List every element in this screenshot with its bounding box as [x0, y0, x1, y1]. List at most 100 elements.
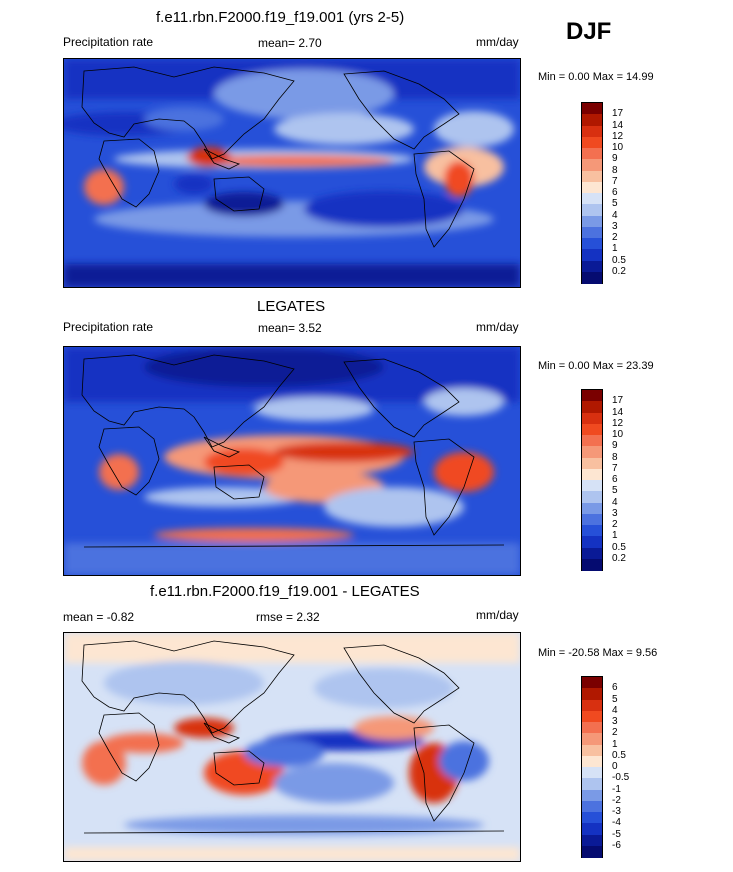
- panel-3-units-label: mm/day: [476, 608, 519, 622]
- panel-2-colorbar-swatch: [582, 525, 602, 537]
- panel-1-colorbar-swatch: [582, 136, 602, 149]
- panel-2-colorbar-swatch: [582, 390, 602, 402]
- panel-2-colorbar-label: 1: [612, 530, 618, 542]
- panel-1-title: f.e11.rbn.F2000.f19_f19.001 (yrs 2-5): [156, 9, 405, 26]
- panel-3-colorbar-swatch: [582, 834, 602, 847]
- panel-2-colorbar-swatch: [582, 480, 602, 492]
- panel-3-colorbar-label: 1: [612, 738, 618, 750]
- panel-2-colorbar-swatch: [582, 401, 602, 413]
- panel-1-colorbar-label: 17: [612, 108, 624, 120]
- panel-3-colorbar-swatch: [582, 699, 602, 712]
- panel-2-colorbar-swatch: [582, 468, 602, 481]
- panel-3-colorbar-swatch: [582, 845, 602, 858]
- panel-1-mean-label: mean= 2.70: [258, 36, 322, 50]
- season-label: DJF: [566, 18, 612, 45]
- panel-2-colorbar-swatch: [582, 435, 602, 447]
- panel-3-colorbar-swatch: [582, 767, 602, 779]
- panel-1-colorbar-swatch: [582, 193, 602, 205]
- panel-3-colorbar: 6 5 4 3 2 1 0.5 0 -0.5 -1 -2 -3 -4 -5 -6: [581, 676, 629, 858]
- panel-2-colorbar-swatch: [582, 412, 602, 425]
- panel-3-coastlines: [81, 640, 505, 834]
- panel-1-colorbar-swatch: [582, 215, 602, 228]
- panel-1-colorbar-label: 2: [612, 232, 618, 243]
- panel-2-colorbar-swatch: [582, 536, 602, 548]
- panel-2-colorbar-label: 10: [612, 429, 624, 440]
- panel-1-colorbar-label: 12: [612, 130, 624, 142]
- panel-3-minmax-label: Min = -20.58 Max = 9.56: [538, 647, 658, 659]
- panel-2-colorbar-swatch: [582, 502, 602, 515]
- panel-3-field: [64, 633, 520, 861]
- panel-1-colorbar-label: 10: [612, 142, 624, 153]
- panel-1-colorbar-swatch: [582, 249, 602, 261]
- panel-3-colorbar-label: -4: [612, 817, 621, 829]
- panel-2-coastlines: [81, 354, 505, 548]
- panel-3-colorbar-label: -2: [612, 794, 621, 806]
- panel-1-colorbar-swatch: [582, 148, 602, 160]
- panel-1-colorbar-swatch: [582, 181, 602, 194]
- panel-2-colorbar-label: 5: [612, 485, 618, 497]
- panel-1-variable-label: Precipitation rate: [63, 35, 154, 49]
- panel-3-colorbar-swatch: [582, 755, 602, 768]
- panel-3-colorbar-swatch: [582, 778, 602, 790]
- panel-3-colorbar-label: -3: [612, 806, 621, 817]
- panel-3-title: f.e11.rbn.F2000.f19_f19.001 - LEGATES: [150, 583, 420, 600]
- panel-2-variable-label: Precipitation rate: [63, 320, 154, 334]
- panel-3-colorbar-label: 6: [612, 682, 618, 694]
- panel-2-field: [64, 347, 520, 575]
- panel-2-colorbar-swatch: [582, 457, 602, 470]
- panel-3-colorbar-swatch: [582, 677, 602, 689]
- panel-3-colorbar-label: 0: [612, 761, 618, 772]
- panel-3-mean-label: mean = -0.82: [63, 610, 135, 624]
- panel-1-map: [63, 58, 521, 288]
- panel-1-colorbar-label: 3: [612, 220, 618, 232]
- panel-2-colorbar-swatch: [582, 491, 602, 503]
- panel-3-colorbar-swatch: [582, 823, 602, 835]
- panel-3-colorbar-label: -0.5: [612, 772, 630, 784]
- panel-2-colorbar-swatch: [582, 558, 602, 571]
- panel-2-colorbar-label: 14: [612, 406, 624, 418]
- panel-1-colorbar-label: 14: [612, 119, 624, 131]
- panel-3-colorbar-swatch: [582, 733, 602, 745]
- panel-2-colorbar-label: 4: [612, 496, 618, 508]
- panel-2-colorbar-swatch: [582, 446, 602, 458]
- panel-3-colorbar-label: 3: [612, 716, 618, 727]
- panel-1-colorbar-swatch: [582, 125, 602, 138]
- panel-1-colorbar-swatch: [582, 238, 602, 250]
- panel-1-colorbar-swatch: [582, 103, 602, 115]
- panel-3-colorbar-label: -1: [612, 783, 621, 795]
- panel-3-colorbar-label: 0.5: [612, 749, 626, 761]
- panel-3-colorbar-label: 2: [612, 727, 618, 739]
- panel-3-colorbar-label: -5: [612, 828, 621, 840]
- panel-2-colorbar-label: 6: [612, 474, 618, 485]
- panel-2-colorbar-swatch: [582, 423, 602, 436]
- panel-3-colorbar-swatch: [582, 800, 602, 813]
- panel-2-colorbar-label: 0.2: [612, 552, 626, 564]
- panel-1-colorbar-swatch: [582, 170, 602, 183]
- panel-1-colorbar-label: 0.2: [612, 265, 626, 277]
- panel-3-colorbar-label: 5: [612, 693, 618, 705]
- panel-2-colorbar-swatch: [582, 513, 602, 526]
- panel-1-colorbar-swatch: [582, 204, 602, 216]
- panel-2-colorbar-label: 17: [612, 395, 624, 407]
- panel-2-colorbar-label: 3: [612, 507, 618, 519]
- panel-3-colorbar-label: 4: [612, 704, 618, 716]
- panel-1-coastlines: [81, 66, 475, 248]
- panel-3-colorbar-swatch: [582, 812, 602, 824]
- panel-1-colorbar-label: 1: [612, 243, 618, 255]
- panel-3-colorbar-swatch: [582, 789, 602, 802]
- panel-1-colorbar-swatch: [582, 226, 602, 239]
- panel-1-colorbar-swatch: [582, 114, 602, 126]
- panel-2-colorbar-swatch: [582, 547, 602, 560]
- panel-2-mean-label: mean= 3.52: [258, 321, 322, 335]
- panel-2-units-label: mm/day: [476, 320, 519, 334]
- panel-2-colorbar-label: 7: [612, 462, 618, 474]
- panel-2-colorbar-label: 0.5: [612, 541, 626, 553]
- panel-1-colorbar-label: 4: [612, 209, 618, 221]
- panel-3-colorbar-swatch: [582, 744, 602, 757]
- panel-2-colorbar-label: 9: [612, 440, 618, 452]
- panel-2-colorbar-label: 2: [612, 519, 618, 530]
- panel-1-colorbar-label: 6: [612, 187, 618, 198]
- panel-3-colorbar-swatch: [582, 710, 602, 723]
- panel-1-colorbar-label: 7: [612, 175, 618, 187]
- panel-1-colorbar-label: 8: [612, 164, 618, 176]
